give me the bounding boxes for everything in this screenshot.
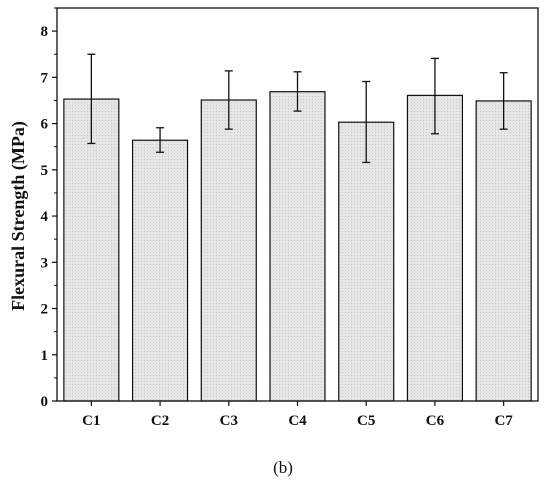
- y-tick-label-3: 3: [41, 255, 49, 271]
- bar-c7: [475, 100, 532, 402]
- y-axis-title: Flexural Strength (MPa): [8, 121, 29, 311]
- bar-c5: [338, 121, 395, 402]
- x-tick-label-c4: C4: [288, 413, 307, 429]
- y-tick-label-5: 5: [41, 163, 49, 179]
- y-tick-label-6: 6: [41, 117, 49, 133]
- y-tick-label-2: 2: [41, 302, 49, 318]
- x-tick-label-c5: C5: [357, 413, 375, 429]
- y-tick-label-8: 8: [41, 24, 49, 40]
- plot-frame: [56, 7, 539, 402]
- y-tick-label-7: 7: [41, 70, 49, 86]
- figure-caption: (b): [273, 458, 293, 477]
- bar-c4: [269, 91, 326, 402]
- bar-c6: [406, 94, 464, 402]
- y-tick-label-1: 1: [41, 348, 49, 364]
- x-tick-label-c7: C7: [494, 413, 513, 429]
- x-tick-label-c2: C2: [151, 413, 169, 429]
- y-tick-label-4: 4: [41, 209, 49, 225]
- x-tick-label-c3: C3: [220, 413, 238, 429]
- bar-c3: [200, 99, 257, 402]
- y-tick-label-0: 0: [41, 394, 49, 410]
- bar-c2: [131, 139, 189, 402]
- x-tick-label-c6: C6: [426, 413, 445, 429]
- x-tick-label-c1: C1: [82, 413, 100, 429]
- plot-area: C1 C2 C3 C4 C5 C6 C7 0 1 2 3 4 5 6 7 8: [41, 7, 539, 429]
- bar-c1: [63, 98, 120, 402]
